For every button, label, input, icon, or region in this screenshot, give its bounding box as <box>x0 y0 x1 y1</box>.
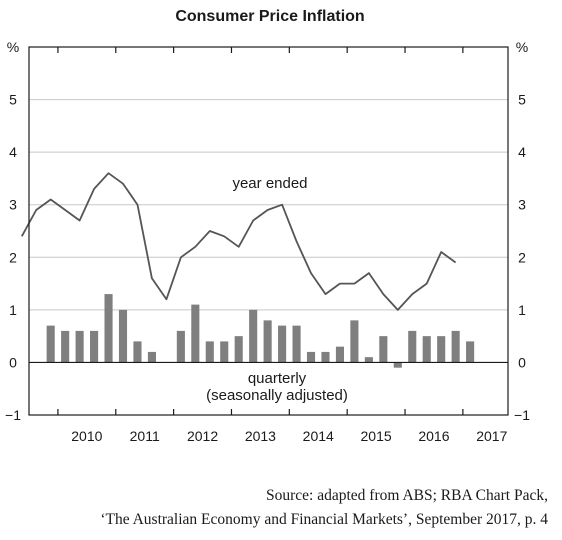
line-year-ended <box>21 172 457 311</box>
bar-quarterly <box>118 309 128 363</box>
source-line-1: Source: adapted from ABS; RBA Chart Pack… <box>266 487 548 504</box>
y-tick-label-right: 4 <box>518 144 526 160</box>
y-tick-label-left: 1 <box>9 302 17 318</box>
bar-quarterly <box>321 351 330 363</box>
y-tick-label-right: 0 <box>518 354 526 370</box>
series-label-year-ended: year ended <box>232 175 307 192</box>
line-series-year-ended <box>21 172 457 311</box>
bar-quarterly <box>147 351 156 363</box>
bar-quarterly <box>292 325 301 363</box>
source-line-2: ‘The Australian Economy and Financial Ma… <box>100 511 548 528</box>
bar-quarterly <box>422 336 431 363</box>
axes <box>28 46 509 416</box>
bar-quarterly <box>335 346 344 363</box>
x-tick-label: 2014 <box>303 428 334 444</box>
y-tick-label-left: 0 <box>9 354 17 370</box>
y-tick-label-right: 3 <box>518 197 526 213</box>
y-tick-label-right: 2 <box>518 249 526 265</box>
bar-quarterly <box>466 341 475 363</box>
bar-quarterly <box>451 330 460 363</box>
bar-quarterly <box>249 309 258 363</box>
series-label-seasonally-adjusted: (seasonally adjusted) <box>206 387 348 404</box>
bar-quarterly <box>46 325 55 363</box>
y-unit-left: % <box>7 39 19 55</box>
bar-quarterly <box>364 357 373 363</box>
x-tick-label: 2015 <box>361 428 392 444</box>
bar-quarterly <box>306 351 316 363</box>
bar-quarterly <box>437 336 446 363</box>
y-tick-label-left: 3 <box>9 197 17 213</box>
y-tick-label-left: 4 <box>9 144 17 160</box>
x-tick-label: 2017 <box>476 428 507 444</box>
y-tick-label-left: 5 <box>9 92 17 108</box>
y-unit-right: % <box>516 39 528 55</box>
x-tick-label: 2012 <box>187 428 218 444</box>
bar-quarterly <box>75 330 84 363</box>
gridlines <box>29 99 508 311</box>
bar-series-quarterly <box>46 294 475 368</box>
x-tick-label: 2011 <box>130 428 160 444</box>
tick-labels: 5 5 4 4 3 3 2 2 1 1 0 0 −1 −1% % 2010 2011 2012 2013 2014 20… <box>5 39 530 444</box>
bar-quarterly <box>61 330 70 363</box>
bar-quarterly <box>379 336 388 363</box>
chart-title: Consumer Price Inflation <box>175 8 364 25</box>
y-tick-label-left: 2 <box>9 249 17 265</box>
bar-quarterly <box>133 341 142 363</box>
bar-quarterly <box>90 330 99 363</box>
bar-quarterly <box>234 336 243 363</box>
series-label-quarterly: quarterly <box>248 370 307 387</box>
bar-quarterly <box>104 294 113 363</box>
bar-quarterly <box>205 341 214 363</box>
x-tick-label: 2016 <box>418 428 449 444</box>
x-tick-label: 2013 <box>245 428 276 444</box>
y-tick-label-left: −1 <box>5 407 21 423</box>
bar-quarterly <box>220 341 229 363</box>
bar-quarterly <box>408 330 417 363</box>
bar-quarterly <box>278 325 287 363</box>
bar-quarterly <box>263 320 272 363</box>
bar-quarterly <box>350 320 359 363</box>
y-tick-label-right: −1 <box>514 407 530 423</box>
bar-quarterly <box>176 330 185 363</box>
bar-quarterly <box>393 362 402 368</box>
y-tick-label-right: 5 <box>518 92 526 108</box>
plot-frame <box>28 46 509 416</box>
x-tick-label: 2010 <box>71 428 102 444</box>
y-tick-label-right: 1 <box>518 302 526 318</box>
bar-quarterly <box>191 304 200 363</box>
